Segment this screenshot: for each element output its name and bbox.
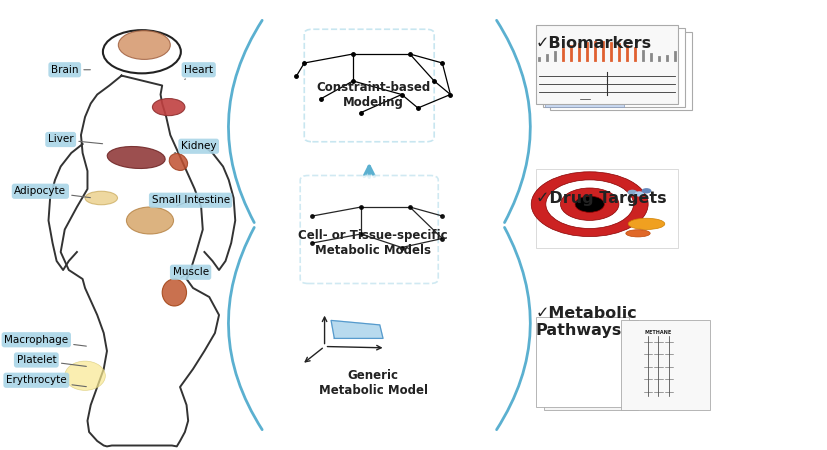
FancyBboxPatch shape bbox=[535, 169, 677, 248]
Text: Kidney: Kidney bbox=[174, 141, 216, 153]
FancyBboxPatch shape bbox=[550, 32, 691, 110]
Circle shape bbox=[531, 172, 648, 237]
Circle shape bbox=[545, 180, 633, 229]
Text: Small Intestine: Small Intestine bbox=[151, 195, 229, 206]
Text: Brain: Brain bbox=[51, 65, 90, 75]
Text: Constraint-based
Modeling: Constraint-based Modeling bbox=[316, 81, 430, 109]
Ellipse shape bbox=[65, 361, 105, 390]
FancyBboxPatch shape bbox=[535, 317, 629, 407]
FancyBboxPatch shape bbox=[543, 28, 684, 107]
Ellipse shape bbox=[152, 99, 184, 116]
Text: Generic
Metabolic Model: Generic Metabolic Model bbox=[318, 369, 428, 397]
FancyBboxPatch shape bbox=[543, 320, 637, 410]
Text: METHANE: METHANE bbox=[644, 330, 672, 335]
Circle shape bbox=[118, 31, 170, 59]
Ellipse shape bbox=[162, 279, 186, 306]
Text: Liver: Liver bbox=[48, 135, 103, 144]
Ellipse shape bbox=[85, 191, 117, 205]
Circle shape bbox=[560, 188, 618, 220]
FancyBboxPatch shape bbox=[304, 29, 433, 142]
Text: Muscle: Muscle bbox=[172, 267, 208, 278]
Text: Heart: Heart bbox=[184, 65, 213, 79]
Text: Cell- or Tissue-specific
Metabolic Models: Cell- or Tissue-specific Metabolic Model… bbox=[298, 230, 447, 257]
Text: ✓Biomarkers: ✓Biomarkers bbox=[535, 36, 651, 51]
Circle shape bbox=[641, 188, 651, 194]
Ellipse shape bbox=[127, 207, 174, 234]
Ellipse shape bbox=[169, 153, 188, 171]
FancyBboxPatch shape bbox=[545, 52, 623, 107]
Text: Adipocyte: Adipocyte bbox=[14, 186, 90, 198]
Circle shape bbox=[633, 191, 643, 197]
FancyBboxPatch shape bbox=[300, 176, 437, 284]
Text: Erythrocyte: Erythrocyte bbox=[6, 375, 86, 387]
Text: ✓Metabolic
Pathways: ✓Metabolic Pathways bbox=[535, 306, 637, 338]
Ellipse shape bbox=[628, 218, 664, 230]
Text: Platelet: Platelet bbox=[17, 355, 86, 366]
FancyBboxPatch shape bbox=[620, 320, 709, 410]
Ellipse shape bbox=[107, 147, 165, 168]
Polygon shape bbox=[331, 320, 383, 338]
FancyBboxPatch shape bbox=[535, 25, 677, 104]
Text: ✓Drug Targets: ✓Drug Targets bbox=[535, 191, 666, 206]
Circle shape bbox=[575, 196, 604, 212]
Text: Macrophage: Macrophage bbox=[4, 335, 86, 346]
Ellipse shape bbox=[625, 230, 649, 237]
Circle shape bbox=[627, 190, 637, 195]
